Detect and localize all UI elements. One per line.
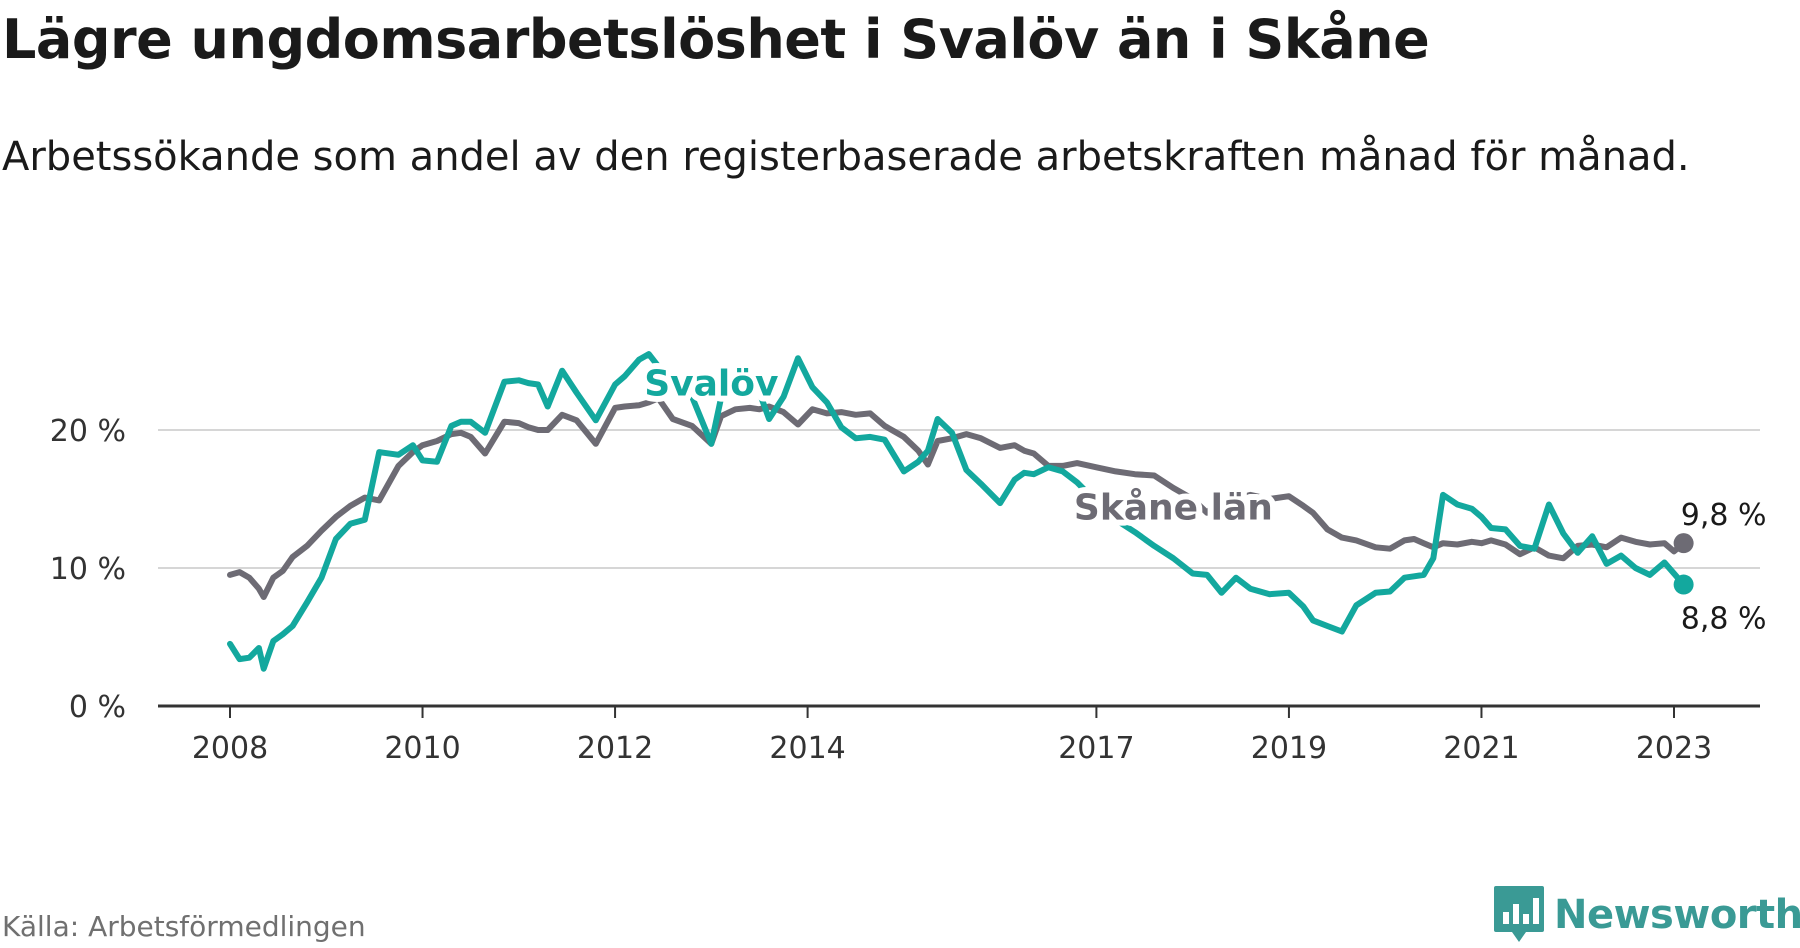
x-tick-label: 2012: [577, 731, 653, 766]
end-point-svalov: [1673, 574, 1694, 595]
x-tick-label: 2008: [192, 731, 268, 766]
brand-name: Newsworthy: [1554, 892, 1800, 938]
end-label-skane: 9,8 %: [1681, 498, 1767, 533]
end-point-skane: [1673, 533, 1694, 554]
x-tick-label: 2014: [769, 731, 845, 766]
x-tick-label: 2017: [1058, 731, 1134, 766]
line-chart: 0 % 10 % 20 % 2008 2010 2012 2014 2017 2019 2021 2…: [50, 351, 1767, 766]
annotation-halo-skane: Skåne län: [1074, 488, 1273, 529]
end-label-svalov: 8,8 %: [1681, 602, 1767, 637]
x-tick-label: 2019: [1251, 731, 1327, 766]
source-note: Källa: Arbetsförmedlingen: [2, 910, 366, 943]
page-title: Lägre ungdomsarbetslöshet i Svalöv än i …: [2, 8, 1430, 71]
brand-logo: Newsworthy: [1492, 884, 1800, 946]
annotation-skane: Skåne län: [1074, 488, 1273, 529]
page-subtitle: Arbetssökande som andel av den registerb…: [2, 134, 1690, 180]
newsworthy-logo-icon: [1494, 886, 1544, 942]
y-tick-label: 0 %: [69, 690, 126, 725]
x-tick-label: 2023: [1636, 731, 1712, 766]
y-tick-label: 10 %: [50, 552, 126, 587]
x-tick-label: 2021: [1443, 731, 1519, 766]
annotation-svalov: Svalöv: [644, 364, 778, 405]
series-line-svalov: [227, 351, 1687, 672]
annotation-halo-svalov: Svalöv: [644, 364, 778, 405]
y-tick-label: 20 %: [50, 414, 126, 449]
x-tick-label: 2010: [384, 731, 460, 766]
